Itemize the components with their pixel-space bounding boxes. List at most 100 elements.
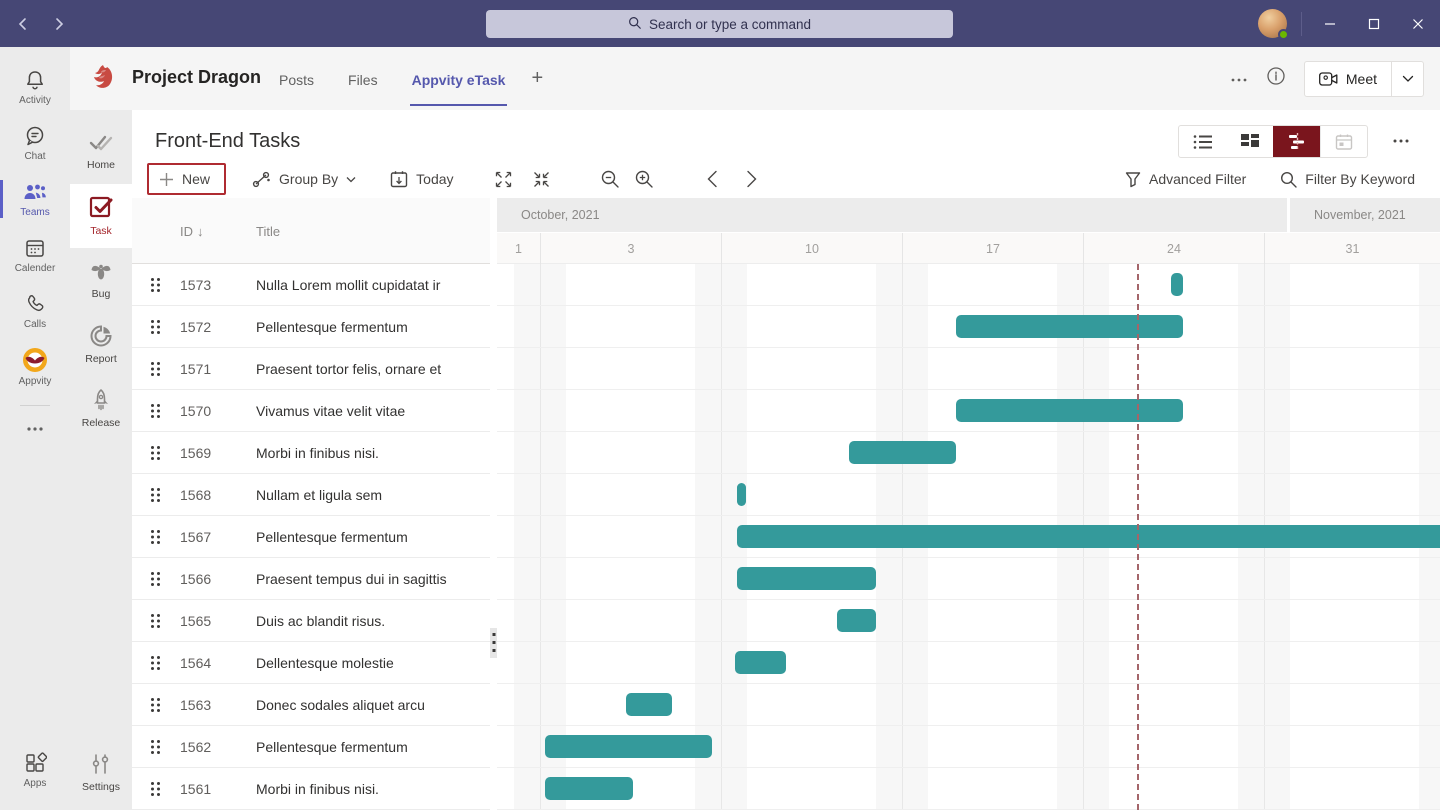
task-row[interactable]: 1573 Nulla Lorem mollit cupidatat ir bbox=[132, 264, 490, 306]
scroll-left-button[interactable] bbox=[700, 167, 724, 191]
task-row[interactable]: 1568 Nullam et ligula sem bbox=[132, 474, 490, 516]
sort-desc-icon[interactable]: ↓ bbox=[197, 224, 204, 239]
drag-handle-icon[interactable] bbox=[150, 277, 161, 298]
drag-handle-icon[interactable] bbox=[150, 781, 161, 802]
window-close-button[interactable] bbox=[1396, 0, 1440, 47]
drag-handle-icon[interactable] bbox=[150, 655, 161, 676]
gantt-bar-1573[interactable] bbox=[1171, 273, 1183, 296]
task-row[interactable]: 1563 Donec sodales aliquet arcu bbox=[132, 684, 490, 726]
task-row[interactable]: 1572 Pellentesque fermentum bbox=[132, 306, 490, 348]
meet-dropdown-button[interactable] bbox=[1391, 61, 1423, 96]
task-row[interactable]: 1566 Praesent tempus dui in sagittis bbox=[132, 558, 490, 600]
tab-posts[interactable]: Posts bbox=[279, 72, 315, 88]
task-row[interactable]: 1571 Praesent tortor felis, ornare et bbox=[132, 348, 490, 390]
view-more-icon[interactable] bbox=[1387, 131, 1415, 151]
page-title: Front-End Tasks bbox=[155, 130, 301, 152]
rail-label: Calender bbox=[14, 263, 56, 274]
release-rocket-icon bbox=[94, 389, 108, 411]
rail-item-teams[interactable]: Teams bbox=[0, 171, 70, 227]
nav-item-task[interactable]: Task bbox=[70, 184, 132, 248]
rail-item-apps[interactable]: Apps bbox=[0, 742, 70, 798]
drag-handle-icon[interactable] bbox=[150, 613, 161, 634]
drag-handle-icon[interactable] bbox=[150, 697, 161, 718]
view-list-button[interactable] bbox=[1179, 126, 1226, 157]
task-title: Pellentesque fermentum bbox=[256, 529, 408, 545]
task-row[interactable]: 1565 Duis ac blandit risus. bbox=[132, 600, 490, 642]
task-row[interactable]: 1562 Pellentesque fermentum bbox=[132, 726, 490, 768]
rail-item-appvity[interactable]: Appvity bbox=[0, 339, 70, 395]
view-board-button[interactable] bbox=[1226, 126, 1273, 157]
filter-by-keyword-button[interactable]: Filter By Keyword bbox=[1280, 171, 1415, 188]
drag-handle-icon[interactable] bbox=[150, 529, 161, 550]
zoom-in-button[interactable] bbox=[632, 167, 656, 191]
project-dragon-logo-icon bbox=[88, 63, 118, 93]
splitter-grip-icon[interactable] bbox=[490, 628, 497, 658]
column-header-id[interactable]: ID ↓ bbox=[180, 224, 204, 239]
collapse-all-button[interactable] bbox=[530, 167, 554, 191]
window-minimize-button[interactable] bbox=[1308, 0, 1352, 47]
rail-item-calender[interactable]: Calender bbox=[0, 227, 70, 283]
gantt-bar-1567[interactable] bbox=[737, 525, 1440, 548]
task-list-header: ID ↓ Title bbox=[132, 198, 490, 264]
nav-item-bug[interactable]: Bug bbox=[70, 248, 132, 312]
rail-more-icon[interactable] bbox=[21, 412, 49, 442]
drag-handle-icon[interactable] bbox=[150, 445, 161, 466]
task-row[interactable]: 1570 Vivamus vitae velit vitae bbox=[132, 390, 490, 432]
rail-item-chat[interactable]: Chat bbox=[0, 115, 70, 171]
rail-item-calls[interactable]: Calls bbox=[0, 283, 70, 339]
info-icon[interactable] bbox=[1266, 66, 1286, 91]
gantt-bar-1566[interactable] bbox=[737, 567, 876, 590]
drag-handle-icon[interactable] bbox=[150, 571, 161, 592]
drag-handle-icon[interactable] bbox=[150, 403, 161, 424]
task-id: 1569 bbox=[180, 445, 212, 461]
channel-more-icon[interactable] bbox=[1230, 70, 1248, 88]
search-input[interactable]: Search or type a command bbox=[486, 10, 953, 38]
gantt-bar-1572[interactable] bbox=[956, 315, 1183, 338]
zoom-out-button[interactable] bbox=[598, 167, 622, 191]
gantt-bar-1570[interactable] bbox=[956, 399, 1183, 422]
new-task-button[interactable]: New bbox=[147, 163, 227, 195]
today-button[interactable]: Today bbox=[390, 170, 454, 188]
task-row[interactable]: 1564 Dellentesque molestie bbox=[132, 642, 490, 684]
bell-icon bbox=[27, 71, 43, 90]
scroll-right-button[interactable] bbox=[740, 167, 764, 191]
calendar-icon bbox=[26, 240, 44, 257]
forward-icon[interactable] bbox=[48, 13, 70, 35]
gantt-bar-1564[interactable] bbox=[735, 651, 786, 674]
group-by-button[interactable]: Group By bbox=[252, 171, 356, 188]
drag-handle-icon[interactable] bbox=[150, 739, 161, 760]
task-row[interactable]: 1561 Morbi in finibus nisi. bbox=[132, 768, 490, 810]
add-tab-button[interactable]: + bbox=[531, 67, 544, 89]
rail-item-activity[interactable]: Activity bbox=[0, 59, 70, 115]
back-icon[interactable] bbox=[12, 13, 34, 35]
gantt-bar-1563[interactable] bbox=[626, 693, 672, 716]
meet-button-group: Meet bbox=[1303, 60, 1424, 97]
nav-item-settings[interactable]: Settings bbox=[70, 740, 132, 804]
window-maximize-button[interactable] bbox=[1352, 0, 1396, 47]
teams-title-bar: Search or type a command bbox=[0, 0, 1440, 47]
drag-handle-icon[interactable] bbox=[150, 361, 161, 382]
gantt-bar-1562[interactable] bbox=[545, 735, 712, 758]
view-gantt-button[interactable] bbox=[1273, 126, 1320, 157]
tab-appvity-etask[interactable]: Appvity eTask bbox=[409, 51, 508, 106]
drag-handle-icon[interactable] bbox=[150, 319, 161, 340]
advanced-filter-button[interactable]: Advanced Filter bbox=[1125, 171, 1246, 188]
rail-label: Appvity bbox=[18, 376, 52, 387]
task-row[interactable]: 1567 Pellentesque fermentum bbox=[132, 516, 490, 558]
gantt-bar-1561[interactable] bbox=[545, 777, 633, 800]
view-calendar-button[interactable] bbox=[1320, 126, 1367, 157]
gantt-bar-1569[interactable] bbox=[849, 441, 956, 464]
nav-item-report[interactable]: Report bbox=[70, 312, 132, 376]
gantt-bar-1565[interactable] bbox=[837, 609, 876, 632]
drag-handle-icon[interactable] bbox=[150, 487, 161, 508]
task-row[interactable]: 1569 Morbi in finibus nisi. bbox=[132, 432, 490, 474]
titlebar-divider bbox=[1301, 11, 1302, 36]
column-header-title[interactable]: Title bbox=[256, 224, 281, 239]
nav-item-release[interactable]: Release bbox=[70, 376, 132, 440]
gantt-bar-1568[interactable] bbox=[737, 483, 746, 506]
expand-all-button[interactable] bbox=[492, 167, 516, 191]
avatar[interactable] bbox=[1258, 9, 1289, 40]
meet-button[interactable]: Meet bbox=[1305, 62, 1391, 96]
nav-item-home[interactable]: Home bbox=[70, 120, 132, 184]
tab-files[interactable]: Files bbox=[348, 72, 378, 88]
